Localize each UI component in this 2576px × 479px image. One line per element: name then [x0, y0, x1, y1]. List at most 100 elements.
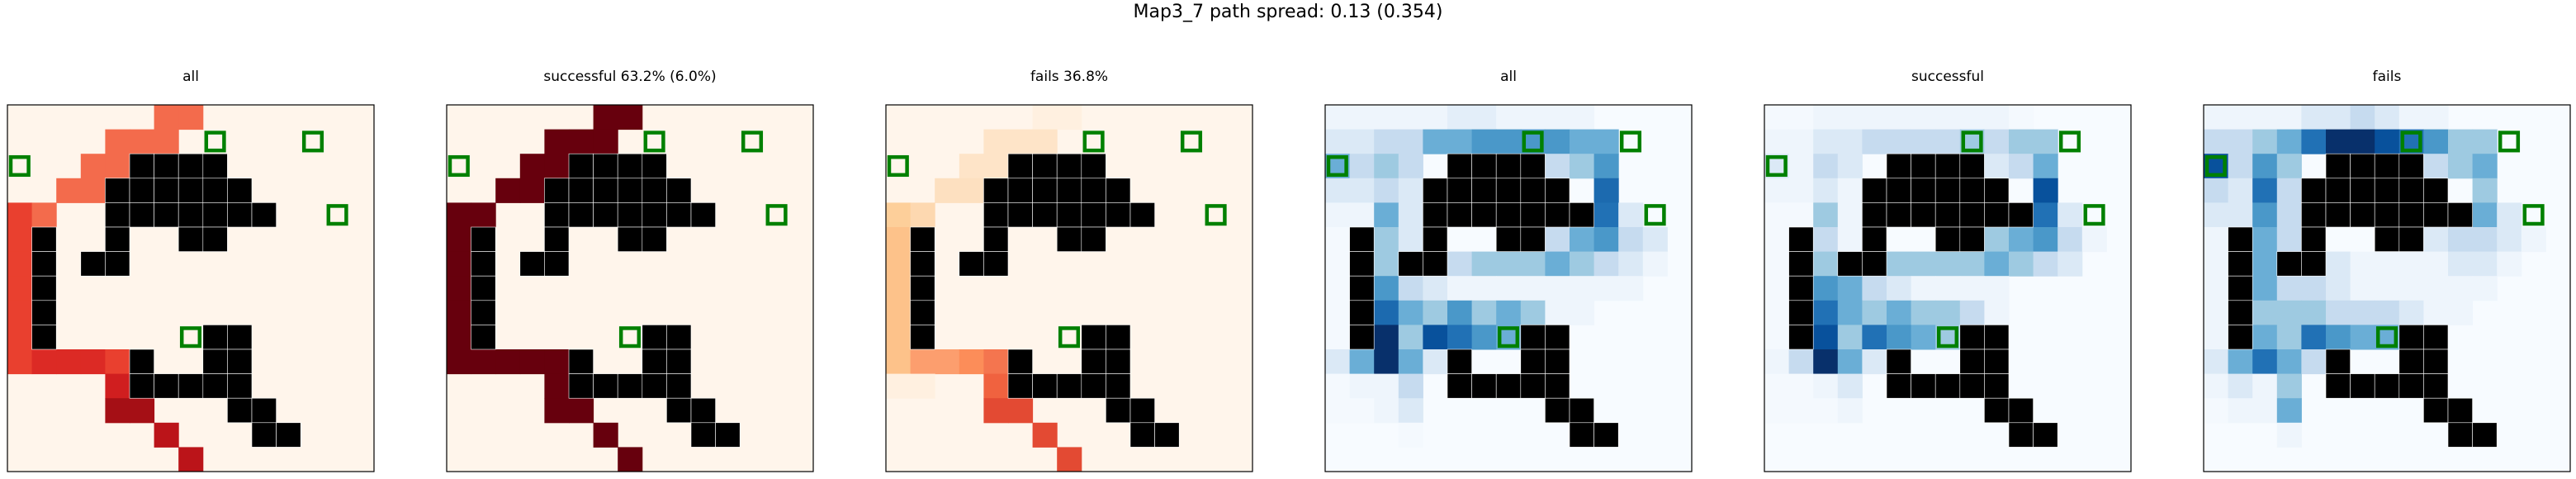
heatmap-cell: [886, 276, 912, 301]
heatmap-cell: [1593, 202, 1619, 228]
heatmap-cell: [2398, 300, 2424, 325]
heatmap-cell: [2375, 129, 2400, 154]
obstacle-cell: [1886, 178, 1911, 203]
obstacle-cell: [80, 251, 106, 277]
heatmap-cell: [1837, 398, 1863, 424]
heatmap-cell: [1837, 373, 1863, 399]
heatmap-cell: [1788, 178, 1814, 203]
obstacle-cell: [910, 275, 935, 301]
heatmap-cell: [2423, 227, 2449, 253]
heatmap-cell: [105, 398, 130, 424]
heatmap-cell: [2301, 300, 2327, 325]
heatmap-cell: [2375, 105, 2400, 130]
obstacle-cell: [2301, 178, 2327, 203]
heatmap-cell: [2009, 105, 2034, 130]
heatmap-cell: [1374, 325, 1399, 350]
heatmap-cell: [959, 349, 984, 375]
heatmap-cell: [2472, 251, 2498, 277]
heatmap-cell: [2472, 154, 2498, 179]
obstacle-cell: [2398, 178, 2424, 203]
heatmap-cell: [1398, 202, 1423, 228]
obstacle-cell: [202, 178, 228, 203]
obstacle-cell: [129, 373, 154, 399]
heatmap-cell: [2228, 105, 2253, 130]
heatmap-cell: [2423, 300, 2449, 325]
heatmap-cell: [2057, 202, 2083, 228]
heatmap-cell: [105, 154, 130, 179]
obstacle-cell: [1911, 153, 1936, 179]
obstacle-cell: [1959, 373, 1985, 399]
obstacle-cell: [1520, 373, 1546, 399]
obstacle-cell: [2423, 349, 2449, 374]
heatmap-cell: [447, 349, 472, 375]
obstacle-cell: [227, 373, 253, 399]
heatmap-cell: [1423, 129, 1448, 154]
heatmap-cell: [105, 373, 130, 399]
heatmap-cell: [1593, 251, 1619, 277]
obstacle-cell: [544, 251, 570, 277]
heatmap-cell: [593, 422, 618, 448]
obstacle-cell: [1520, 202, 1546, 228]
obstacle-cell: [202, 202, 228, 228]
goal-marker: [2204, 154, 2227, 178]
obstacle-cell: [2398, 226, 2424, 252]
obstacle-cell: [568, 178, 594, 203]
heatmap-cell: [1593, 178, 1619, 203]
obstacle-cell: [105, 178, 130, 203]
obstacle-cell: [666, 325, 692, 350]
heatmap-cell: [1496, 276, 1522, 301]
obstacle-cell: [1106, 178, 1131, 203]
heatmap-cell: [1545, 105, 1570, 130]
obstacle-cell: [202, 325, 228, 350]
obstacle-cell: [2374, 153, 2400, 179]
obstacle-cell: [983, 202, 1009, 228]
heatmap-cell: [2472, 129, 2498, 154]
heatmap-cell: [2472, 202, 2498, 228]
obstacle-cell: [1471, 202, 1497, 228]
obstacle-cell: [1106, 397, 1131, 424]
heatmap-cell: [80, 178, 106, 203]
heatmap-cell: [983, 398, 1009, 424]
obstacle-cell: [31, 251, 57, 277]
heatmap-cell: [1935, 300, 1961, 325]
heatmap-cell: [1520, 276, 1546, 301]
heatmap-cell: [618, 447, 643, 472]
goal-marker: [301, 130, 324, 153]
heatmap-cell: [910, 373, 935, 399]
heatmap-cell: [886, 251, 912, 277]
obstacle-cell: [227, 202, 253, 228]
obstacle-cell: [1593, 422, 1619, 448]
heatmap-cell: [1032, 105, 1058, 130]
heatmap-panel-4: all: [1324, 69, 1693, 472]
heatmap-cell: [544, 129, 570, 154]
obstacle-cell: [666, 349, 692, 374]
heatmap-cell: [2350, 276, 2375, 301]
heatmap-cell: [1057, 105, 1082, 130]
obstacle-cell: [105, 251, 130, 277]
heatmap-cell: [1570, 251, 1595, 277]
obstacle-cell: [471, 325, 496, 350]
obstacle-cell: [2374, 178, 2400, 203]
heatmap-cell: [1447, 129, 1473, 154]
obstacle-cell: [1934, 153, 1961, 179]
obstacle-cell: [1007, 153, 1033, 179]
goal-marker: [1644, 204, 1666, 226]
obstacle-cell: [1081, 202, 1106, 228]
heatmap-cell: [910, 202, 935, 228]
heatmap-cell: [7, 276, 33, 301]
heatmap-cell: [1764, 398, 1790, 424]
heatmap-cell: [1984, 105, 2010, 130]
obstacle-cell: [2008, 202, 2034, 228]
obstacle-cell: [1495, 153, 1522, 179]
heatmap-cell: [130, 398, 155, 424]
heatmap-cell: [2033, 178, 2058, 203]
heatmap-cell: [447, 276, 472, 301]
heatmap-cell: [2228, 178, 2253, 203]
heatmap-cell: [1837, 349, 1863, 375]
obstacle-cell: [1934, 202, 1961, 228]
obstacle-cell: [544, 202, 570, 228]
heatmap-cell: [2033, 227, 2058, 253]
heatmap-cell: [1911, 129, 1936, 154]
heatmap-cell: [593, 105, 618, 130]
heatmap-cell: [447, 300, 472, 325]
